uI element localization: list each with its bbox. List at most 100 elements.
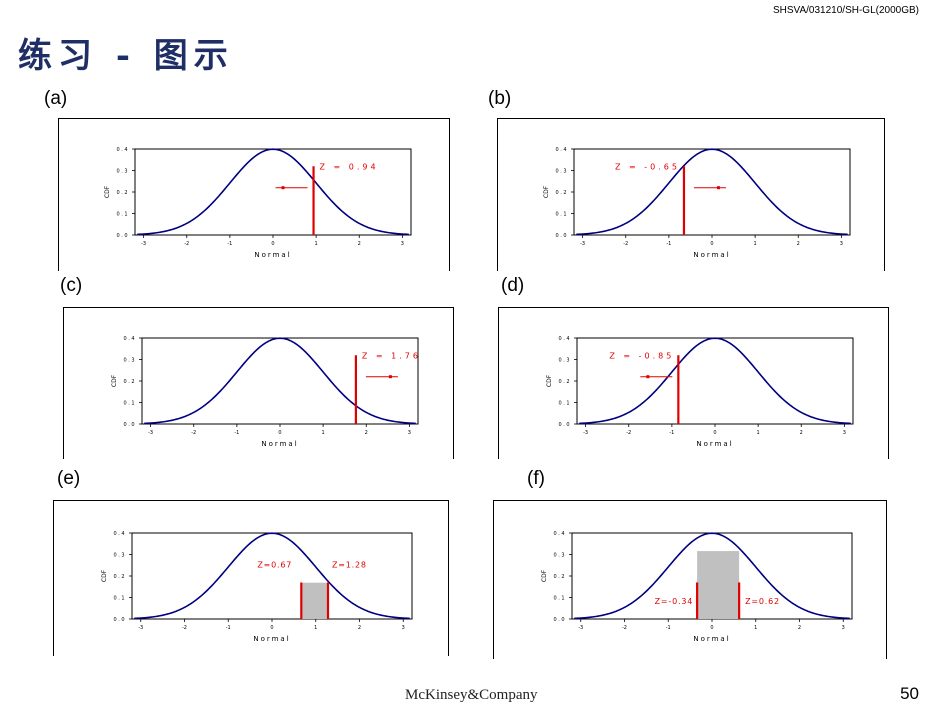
panel-a: 0.0 0.1 0.2 0.3 0.4 -3 -2 -1 0 1 2 3 Normal CDF Z = 0.… [58,118,450,271]
arrow-marker [388,375,392,379]
normal-curve [134,532,410,620]
chart-d: 0.0 0.1 0.2 0.3 0.4 -3 -2 -1 0 1 2 3 Normal CDF Z = -0… [546,336,854,448]
x-axis-label: Normal [693,635,730,643]
normal-curve [137,148,409,236]
z-annotation-label: Z=-0.34 [655,597,693,606]
x-tick-label: 2 [358,241,361,247]
x-tick-label: 0 [710,241,713,247]
panel-label-a: (a) [44,88,68,109]
x-tick-label: 0 [271,241,274,247]
y-tick-label: 0.3 [556,169,568,175]
panel-b: 0.0 0.1 0.2 0.3 0.4 -3 -2 -1 0 1 2 3 Normal CDF Z = -0… [497,118,885,271]
panel-label-e: (e) [57,468,81,489]
y-axis-label: CDF [541,569,548,582]
page-number: 50 [900,684,919,703]
y-axis-label: CDF [111,374,118,387]
x-tick-label: 3 [843,430,846,436]
y-tick-label: 0.3 [559,358,571,364]
x-tick-label: -2 [191,430,196,436]
y-tick-label: 0.1 [556,212,568,218]
shaded-region [697,551,740,619]
x-tick-label: -3 [578,625,583,631]
panel-label-f: (f) [527,468,545,489]
x-tick-label: 2 [800,430,803,436]
x-axis-label: Normal [696,440,733,448]
x-tick-label: 3 [842,625,845,631]
y-axis-label: CDF [543,185,550,198]
y-tick-label: 0.4 [114,531,126,537]
chart-e: 0.0 0.1 0.2 0.3 0.4 -3 -2 -1 0 1 2 3 Normal CDF Z=0.67… [101,531,413,643]
y-tick-label: 0.4 [556,147,568,153]
z-annotation-label: Z=0.67 [257,560,292,569]
chart-a: 0.0 0.1 0.2 0.3 0.4 -3 -2 -1 0 1 2 3 Normal CDF Z = 0.… [104,147,412,259]
y-tick-label: 0.1 [124,401,136,407]
x-tick-label: -1 [227,241,232,247]
y-tick-label: 0.4 [554,531,566,537]
panel-f: 0.0 0.1 0.2 0.3 0.4 -3 -2 -1 0 1 2 3 Normal CDF Z=-0.3… [493,500,887,659]
y-tick-label: 0.3 [117,169,129,175]
y-axis-label: CDF [101,569,108,582]
y-tick-label: 0.4 [117,147,129,153]
y-tick-label: 0.1 [554,596,566,602]
panel-d: 0.0 0.1 0.2 0.3 0.4 -3 -2 -1 0 1 2 3 Normal CDF Z = -0… [498,307,889,459]
x-tick-label: -2 [623,241,628,247]
x-tick-label: -3 [148,430,153,436]
y-tick-label: 0.4 [559,336,571,342]
z-annotation-label: Z=0.62 [745,597,780,606]
x-tick-label: 1 [754,625,757,631]
normal-curve [576,148,848,236]
y-tick-label: 0.2 [556,190,568,196]
x-tick-label: 0 [278,430,281,436]
slide-title: 练习 - 图示 [18,36,234,76]
x-tick-label: 1 [314,625,317,631]
x-tick-label: 1 [757,430,760,436]
x-tick-label: 3 [401,241,404,247]
z-annotation-label: Z = 0.94 [320,162,379,171]
y-axis-label: CDF [104,185,111,198]
x-tick-label: -2 [622,625,627,631]
x-tick-label: -3 [138,625,143,631]
chart-f: 0.0 0.1 0.2 0.3 0.4 -3 -2 -1 0 1 2 3 Normal CDF Z=-0.3… [541,531,853,643]
panel-c: 0.0 0.1 0.2 0.3 0.4 -3 -2 -1 0 1 2 3 Normal CDF Z = 1.… [63,307,454,459]
y-tick-label: 0.0 [554,617,566,623]
arrow-marker [646,375,650,379]
panel-label-d: (d) [501,275,525,296]
x-tick-label: 1 [754,241,757,247]
normal-curve [574,532,850,620]
x-tick-label: -2 [626,430,631,436]
y-tick-label: 0.0 [124,422,136,428]
x-tick-label: -1 [234,430,239,436]
z-annotation-label: Z=1.28 [332,560,367,569]
y-tick-label: 0.0 [114,617,126,623]
plot-area [131,532,413,620]
x-tick-label: 1 [315,241,318,247]
y-tick-label: 0.2 [124,379,136,385]
x-tick-label: -1 [666,241,671,247]
document-code: SHSVA/031210/SH-GL(2000GB) [772,5,919,16]
arrow-marker [281,186,285,190]
x-tick-label: -2 [184,241,189,247]
x-tick-label: 1 [322,430,325,436]
x-axis-label: Normal [254,251,291,259]
x-tick-label: -1 [226,625,231,631]
y-axis-label: CDF [546,374,553,387]
chart-b: 0.0 0.1 0.2 0.3 0.4 -3 -2 -1 0 1 2 3 Normal CDF Z = -0… [543,147,851,259]
x-tick-label: 0 [270,625,273,631]
panel-label-c: (c) [60,275,83,296]
y-tick-label: 0.3 [554,553,566,559]
y-tick-label: 0.4 [124,336,136,342]
x-tick-label: 3 [840,241,843,247]
x-tick-label: -3 [583,430,588,436]
shaded-region [301,582,328,619]
x-tick-label: 3 [408,430,411,436]
y-tick-label: 0.0 [117,233,129,239]
x-tick-label: 2 [358,625,361,631]
arrow-marker [716,186,720,190]
x-axis-label: Normal [693,251,730,259]
y-tick-label: 0.1 [117,212,129,218]
x-tick-label: -3 [141,241,146,247]
company-logo: McKinsey&Company [405,687,538,703]
normal-curve [144,337,416,425]
z-annotation-label: Z = 1.76 [362,351,421,360]
y-tick-label: 0.2 [117,190,129,196]
